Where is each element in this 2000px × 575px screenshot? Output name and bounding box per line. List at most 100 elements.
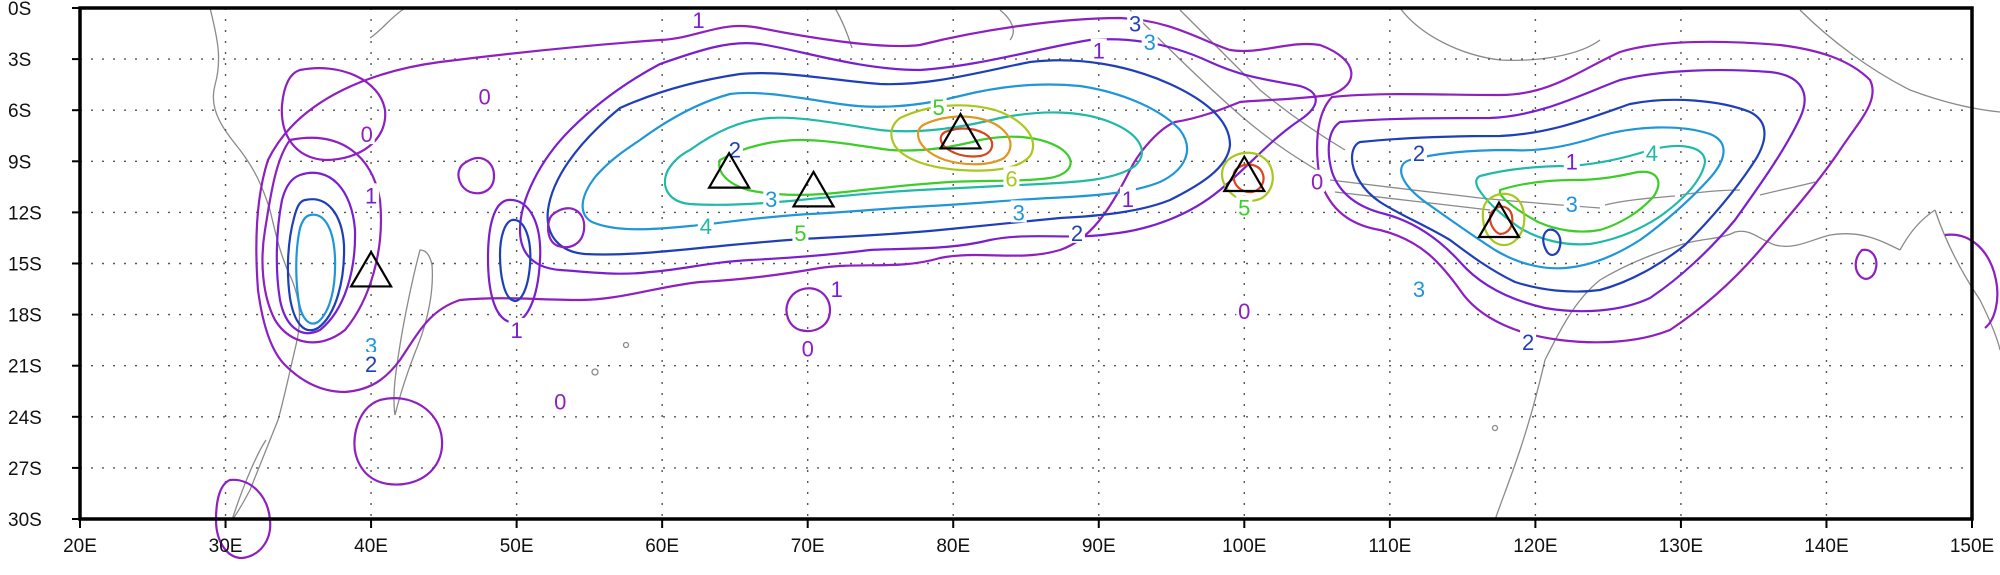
contour-label-bg bbox=[358, 122, 375, 145]
contour-label: 1 bbox=[831, 277, 843, 302]
contour-label: 0 bbox=[802, 337, 814, 362]
contour-label-bg bbox=[1520, 329, 1537, 352]
x-tick-label: 130E bbox=[1659, 536, 1703, 557]
triangle-marker-2 bbox=[707, 151, 752, 189]
y-tick-label: 0S bbox=[8, 0, 31, 20]
x-tick-label: 140E bbox=[1804, 536, 1848, 557]
contour-label-bg bbox=[799, 336, 816, 359]
contour-label: 2 bbox=[1413, 141, 1425, 166]
contour-level-2-west bbox=[286, 198, 346, 332]
contour-label: 0 bbox=[1238, 299, 1250, 324]
contour-label: 4 bbox=[1646, 141, 1658, 166]
triangle-marker-4 bbox=[938, 111, 983, 150]
triangle-marker-6 bbox=[1477, 200, 1521, 239]
contour-label: 2 bbox=[365, 352, 377, 377]
contour-label: 1 bbox=[692, 8, 704, 33]
contour-label-bg bbox=[726, 137, 743, 160]
contour-level-0-se bbox=[1316, 40, 1874, 344]
triangle-marker-3 bbox=[791, 169, 836, 208]
contour-level-5-se bbox=[1498, 170, 1660, 233]
contour-label-bg bbox=[1563, 191, 1580, 214]
contour-small-ring-3 bbox=[547, 207, 586, 249]
contour-level-2 bbox=[546, 59, 1232, 256]
contour-label-bg bbox=[363, 351, 380, 374]
contour-label-bg bbox=[476, 84, 493, 107]
y-tick-label: 3S bbox=[8, 50, 31, 71]
x-tick-label: 150E bbox=[1950, 536, 1994, 557]
contour-label: 1 bbox=[510, 318, 522, 343]
contour-label-bg bbox=[1236, 299, 1253, 322]
contour-label-bg bbox=[828, 277, 845, 300]
contour-small-ring-6 bbox=[214, 478, 272, 560]
contour-label-bg bbox=[1563, 149, 1580, 172]
triangle-markers bbox=[349, 111, 1521, 288]
contour-level-8 bbox=[939, 127, 994, 158]
contour-label-bg bbox=[363, 333, 380, 356]
x-tick-label: 20E bbox=[63, 536, 97, 557]
contour-label: 1 bbox=[1093, 39, 1105, 64]
contour-label: 3 bbox=[1566, 192, 1578, 217]
y-tick-label: 30S bbox=[8, 510, 42, 531]
y-tick-label: 24S bbox=[8, 408, 42, 429]
contour-label-bg bbox=[697, 214, 714, 237]
contour-level-1 bbox=[518, 38, 1317, 275]
contour-label: 1 bbox=[1566, 149, 1578, 174]
contour-level-8-c bbox=[1488, 205, 1514, 236]
x-tick-label: 120E bbox=[1513, 536, 1557, 557]
contour-label: 0 bbox=[1311, 170, 1323, 195]
contour-label-bg bbox=[363, 183, 380, 206]
triangle-marker-1 bbox=[349, 249, 393, 288]
contour-label: 3 bbox=[1129, 11, 1141, 36]
contour-label-bg bbox=[508, 317, 525, 340]
contour-label: 1 bbox=[365, 183, 377, 208]
contour-level-4-se bbox=[1475, 144, 1707, 246]
x-tick-label: 80E bbox=[936, 536, 970, 557]
x-tick-label: 30E bbox=[209, 536, 243, 557]
contour-label-bg bbox=[792, 220, 809, 243]
contour-label-bg bbox=[1003, 166, 1020, 189]
contour-label: 0 bbox=[478, 85, 490, 110]
contour-level-7 bbox=[916, 115, 1012, 166]
coastlines bbox=[209, 7, 2000, 521]
contour-label: 3 bbox=[1144, 30, 1156, 55]
contour-label: 3 bbox=[765, 187, 777, 212]
contour-label-bg bbox=[1068, 220, 1085, 243]
contour-label: 5 bbox=[933, 95, 945, 120]
contour-level-6-b bbox=[1220, 151, 1274, 202]
contour-label: 3 bbox=[1013, 200, 1025, 225]
contour-label: 0 bbox=[554, 389, 566, 414]
contour-level-3-se bbox=[1400, 126, 1725, 270]
contour-label: 1 bbox=[1122, 187, 1134, 212]
contour-small-ring-4 bbox=[280, 67, 387, 162]
contour-small-ring-9 bbox=[1542, 228, 1562, 256]
contour-label-bg bbox=[1010, 200, 1027, 223]
contour-level-3 bbox=[581, 83, 1189, 231]
contour-level-4 bbox=[663, 111, 1143, 206]
contour-small-mada bbox=[498, 218, 532, 303]
contour-label: 2 bbox=[1071, 221, 1083, 246]
contour-label: 5 bbox=[1238, 195, 1250, 220]
contour-label-bg bbox=[1643, 140, 1660, 163]
contour-level-1-west bbox=[275, 171, 357, 335]
x-tick-label: 90E bbox=[1082, 536, 1116, 557]
y-tick-label: 18S bbox=[8, 306, 42, 327]
y-tick-label: 27S bbox=[8, 459, 42, 480]
contour-label-bg bbox=[690, 7, 707, 30]
contour-level-2-se bbox=[1350, 98, 1766, 293]
contour-label: 3 bbox=[1413, 277, 1425, 302]
y-tick-label: 12S bbox=[8, 203, 42, 224]
y-tick-label: 15S bbox=[8, 255, 42, 276]
contour-level-0-west bbox=[261, 136, 382, 344]
contour-label: 6 bbox=[1005, 166, 1017, 191]
contour-level-6-c bbox=[1481, 192, 1526, 247]
contour-level-0 bbox=[255, 16, 1353, 394]
x-tick-label: 40E bbox=[354, 536, 388, 557]
contour-small-ring-8 bbox=[1944, 233, 1999, 329]
triangle-marker-5 bbox=[1222, 154, 1267, 193]
y-tick-label: 9S bbox=[8, 152, 31, 173]
contour-label-bg bbox=[1410, 277, 1427, 300]
contour-small-ring-1 bbox=[457, 156, 496, 195]
contour-level-3-west bbox=[295, 213, 337, 325]
